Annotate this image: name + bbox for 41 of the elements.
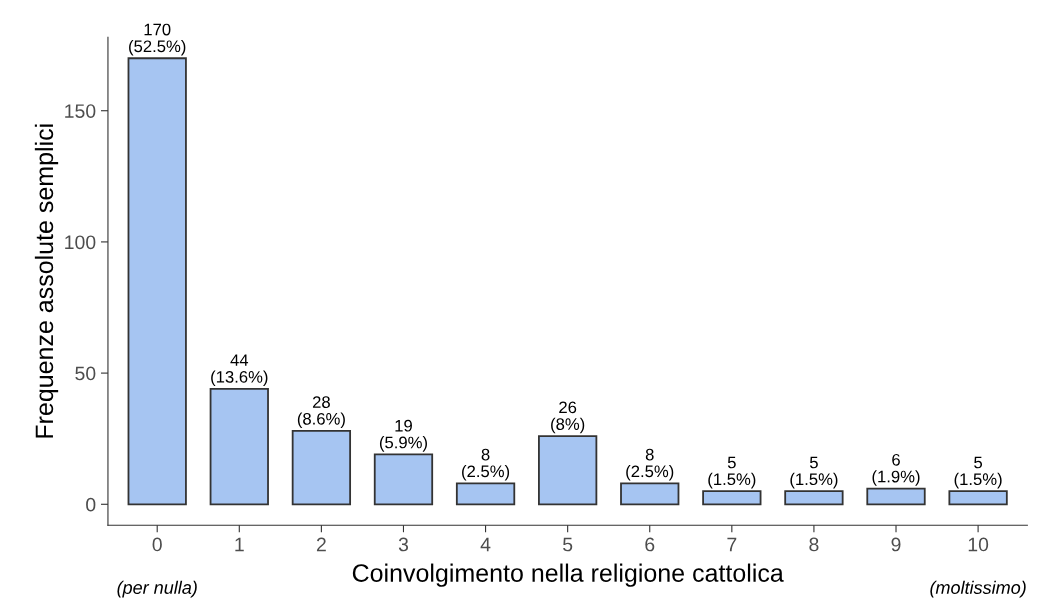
y-tick-label: 100	[65, 235, 96, 250]
bar	[620, 482, 680, 506]
data-label: 8 (2.5%)	[626, 448, 674, 481]
bar	[538, 435, 598, 506]
bar	[784, 490, 844, 506]
x-tick-label: 8	[809, 537, 819, 552]
bar	[866, 487, 926, 506]
bar	[291, 429, 352, 506]
x-tick-label: 6	[645, 537, 655, 552]
x-tick-label: 5	[563, 537, 573, 552]
y-tick-label: 0	[86, 497, 96, 512]
x-axis-title: Coinvolgimento nella religione cattolica	[352, 563, 784, 587]
data-label: 170 (52.5%)	[129, 23, 186, 56]
y-tick-label: 50	[75, 366, 96, 381]
y-axis-title: Frequenze assolute semplici	[34, 124, 59, 438]
x-tick-label: 2	[316, 537, 326, 552]
data-label: 28 (8.6%)	[297, 396, 345, 429]
data-label: 5 (1.5%)	[708, 456, 756, 489]
text: (moltissimo)	[930, 580, 1026, 598]
data-label: 26 (8%)	[551, 401, 585, 434]
data-label: 6 (1.9%)	[872, 453, 920, 486]
data-label: 19 (5.9%)	[379, 419, 427, 452]
x-tick-label: 4	[480, 537, 491, 552]
data-label: 44 (13.6%)	[211, 354, 268, 387]
bar	[209, 387, 269, 506]
y-tick-label: 150	[65, 104, 96, 118]
bar	[127, 57, 187, 506]
x-tick-label: 10	[968, 537, 989, 552]
x-tick-label: 9	[891, 537, 901, 552]
x-tick-label: 7	[727, 537, 737, 552]
bar	[702, 490, 762, 506]
bar	[948, 490, 1008, 506]
data-label: 5 (1.5%)	[790, 456, 838, 489]
bar	[455, 482, 516, 506]
text: (per nulla)	[117, 580, 197, 598]
x-tick-label: 3	[398, 537, 409, 552]
x-tick-label: 0	[152, 537, 162, 552]
data-label: 8 (2.5%)	[462, 448, 510, 481]
x-tick-label: 1	[235, 537, 244, 552]
data-label: 5 (1.5%)	[954, 456, 1002, 489]
bar	[373, 453, 434, 506]
